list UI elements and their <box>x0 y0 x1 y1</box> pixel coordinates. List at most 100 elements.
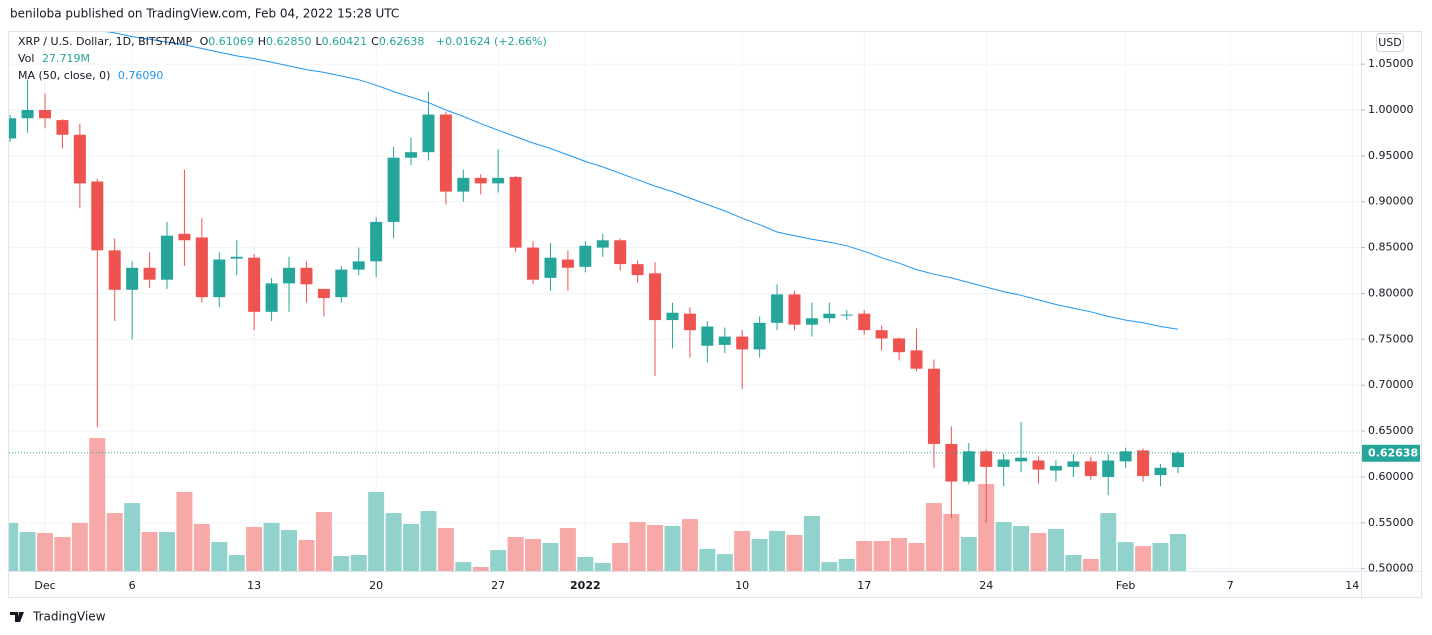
publisher: beniloba published on TradingView.com, F… <box>10 7 399 21</box>
candle-body <box>387 157 400 222</box>
y-tick-label: 0.60000 <box>1368 470 1414 483</box>
volume-bar <box>995 522 1012 571</box>
candle-body <box>335 269 348 298</box>
last-price-tag <box>1362 444 1420 462</box>
quote-value: 0.60421 <box>321 35 368 48</box>
volume-bar <box>925 503 942 571</box>
volume-bar <box>246 526 263 571</box>
volume-bar <box>647 524 664 571</box>
quote-key: C <box>371 35 379 48</box>
ma-line <box>105 32 1179 330</box>
volume-bar <box>211 542 228 571</box>
candle-body <box>527 247 540 280</box>
volume-bar <box>124 503 141 571</box>
volume-bar <box>298 540 315 571</box>
quote-key: O <box>199 35 209 48</box>
candle-body <box>1119 451 1132 462</box>
candle-body <box>805 318 818 325</box>
volume-bar <box>1152 542 1169 571</box>
volume-bar <box>908 542 925 571</box>
ma-value: 0.76090 <box>117 69 164 82</box>
volume-bar <box>943 513 960 571</box>
quote-value: 0.62850 <box>266 35 312 48</box>
x-tick-label: 6 <box>129 579 136 592</box>
volume-bar <box>89 438 106 571</box>
quote-value: 0.61069 <box>208 35 254 48</box>
x-tick-label: 7 <box>1227 579 1234 592</box>
candle-body <box>544 257 557 278</box>
volume-bar <box>960 536 977 571</box>
volume-bar <box>664 526 681 571</box>
candle-body <box>788 294 801 325</box>
volume-bar <box>734 530 751 571</box>
x-tick-label: 10 <box>735 579 749 592</box>
candle-body <box>631 264 644 276</box>
chart-frame <box>8 31 1422 598</box>
volume-bar <box>803 515 820 571</box>
x-tick-label: 2022 <box>570 579 601 592</box>
candle-body <box>1015 457 1028 462</box>
volume-bar <box>542 542 559 571</box>
volume-bar <box>716 554 733 571</box>
quote-key: H <box>257 35 267 48</box>
candle-body <box>283 267 296 284</box>
volume-bar <box>385 513 402 571</box>
candle-body <box>352 261 365 270</box>
candle-body <box>840 314 853 316</box>
volume-bar <box>1030 532 1047 571</box>
candle-body <box>596 240 609 248</box>
y-tick-label: 0.55000 <box>1368 516 1414 529</box>
volume-bar <box>71 522 88 571</box>
logo-icon <box>10 612 24 622</box>
symbol-legend: XRP / U.S. Dollar, 1D, BITSTAMP O0.61069… <box>18 35 551 48</box>
candle-body <box>370 221 383 262</box>
currency-button[interactable] <box>1376 33 1404 52</box>
axes: 0.50000 0.55000 0.60000 0.65000 0.70000 0.750… <box>9 57 1420 592</box>
candle-body <box>509 176 522 248</box>
x-tick-label: 14 <box>1345 579 1359 592</box>
candle-body <box>492 177 505 184</box>
currency[interactable]: USD <box>1378 36 1402 49</box>
candle-body <box>91 181 104 251</box>
candle-body <box>927 368 940 444</box>
candle-body <box>893 338 906 353</box>
volume-bar <box>751 538 768 571</box>
candle-body <box>579 245 592 267</box>
volume-bar <box>106 513 123 571</box>
candle-body <box>910 350 923 369</box>
candle-body <box>21 109 34 119</box>
candle-body <box>422 114 435 153</box>
volume-bar <box>193 524 210 571</box>
candle-body <box>945 443 958 482</box>
volume-bar <box>978 483 995 571</box>
candle-body <box>962 451 975 482</box>
volume-bar <box>838 558 855 571</box>
candle-body <box>875 330 888 339</box>
candle-body <box>1067 461 1080 467</box>
x-tick-label: 17 <box>857 579 871 592</box>
volume-value: 27.719M <box>41 52 90 65</box>
candle-body <box>56 120 69 135</box>
volume-bar <box>159 532 176 571</box>
candle-body <box>771 294 784 323</box>
volume-bar <box>350 554 367 571</box>
volume-bar <box>455 562 472 571</box>
candle-body <box>213 259 226 298</box>
brand: TradingView <box>32 610 106 624</box>
candle-body <box>823 313 836 319</box>
candle-body <box>1049 465 1062 471</box>
volume-bar <box>786 534 803 571</box>
volume-bar <box>769 530 786 571</box>
volume-bar <box>1082 558 1099 571</box>
volume-bar <box>281 530 298 571</box>
volume-bar <box>559 528 576 571</box>
candle-body <box>126 267 139 290</box>
y-tick-label: 0.65000 <box>1368 424 1414 437</box>
volume-bar <box>525 538 542 571</box>
last-price-label: 0.62638 <box>1368 446 1418 459</box>
x-tick-label: 24 <box>979 579 993 592</box>
volume-bar <box>594 562 611 571</box>
volume-bar <box>699 548 716 571</box>
